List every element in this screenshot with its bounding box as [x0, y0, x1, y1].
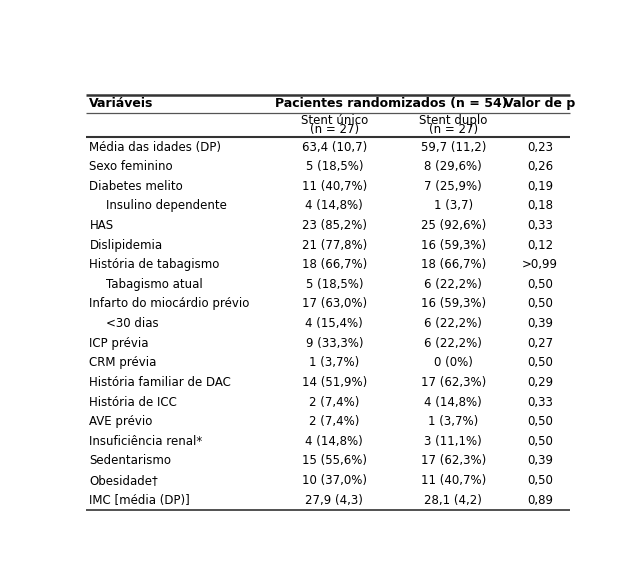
Text: 0,50: 0,50 — [527, 474, 553, 487]
Text: 8 (29,6%): 8 (29,6%) — [424, 160, 482, 173]
Text: 2 (7,4%): 2 (7,4%) — [309, 415, 360, 428]
Text: 0,50: 0,50 — [527, 278, 553, 291]
Text: HAS: HAS — [90, 219, 113, 232]
Text: 16 (59,3%): 16 (59,3%) — [420, 239, 486, 252]
Text: História de ICC: História de ICC — [90, 395, 178, 409]
Text: 10 (37,0%): 10 (37,0%) — [302, 474, 367, 487]
Text: ICP prévia: ICP prévia — [90, 337, 149, 350]
Text: 7 (25,9%): 7 (25,9%) — [424, 179, 482, 193]
Text: 0,50: 0,50 — [527, 435, 553, 448]
Text: 0,23: 0,23 — [527, 141, 553, 153]
Text: 1 (3,7%): 1 (3,7%) — [428, 415, 478, 428]
Text: Variáveis: Variáveis — [90, 97, 154, 110]
Text: História familiar de DAC: História familiar de DAC — [90, 376, 231, 389]
Text: 25 (92,6%): 25 (92,6%) — [420, 219, 486, 232]
Text: >0,99: >0,99 — [522, 258, 558, 271]
Text: 0,39: 0,39 — [527, 317, 553, 330]
Text: 5 (18,5%): 5 (18,5%) — [306, 160, 363, 173]
Text: 21 (77,8%): 21 (77,8%) — [302, 239, 367, 252]
Text: 1 (3,7%): 1 (3,7%) — [309, 356, 360, 369]
Text: 0,26: 0,26 — [527, 160, 553, 173]
Text: IMC [média (DP)]: IMC [média (DP)] — [90, 494, 190, 507]
Text: Infarto do miocárdio prévio: Infarto do miocárdio prévio — [90, 298, 250, 310]
Text: 4 (14,8%): 4 (14,8%) — [306, 199, 363, 212]
Text: 17 (62,3%): 17 (62,3%) — [420, 376, 486, 389]
Text: AVE prévio: AVE prévio — [90, 415, 153, 428]
Text: 11 (40,7%): 11 (40,7%) — [420, 474, 486, 487]
Text: 3 (11,1%): 3 (11,1%) — [424, 435, 482, 448]
Text: 2 (7,4%): 2 (7,4%) — [309, 395, 360, 409]
Text: 1 (3,7): 1 (3,7) — [434, 199, 473, 212]
Text: (n = 27): (n = 27) — [429, 123, 478, 136]
Text: 0,50: 0,50 — [527, 356, 553, 369]
Text: 0,27: 0,27 — [527, 337, 553, 350]
Text: 0,33: 0,33 — [527, 395, 553, 409]
Text: 0 (0%): 0 (0%) — [434, 356, 472, 369]
Text: Tabagismo atual: Tabagismo atual — [106, 278, 203, 291]
Text: 5 (18,5%): 5 (18,5%) — [306, 278, 363, 291]
Text: Insuficiência renal*: Insuficiência renal* — [90, 435, 203, 448]
Text: 63,4 (10,7): 63,4 (10,7) — [302, 141, 367, 153]
Text: 0,89: 0,89 — [527, 494, 553, 507]
Text: Diabetes melito: Diabetes melito — [90, 179, 183, 193]
Text: (n = 27): (n = 27) — [310, 123, 359, 136]
Text: 6 (22,2%): 6 (22,2%) — [424, 317, 482, 330]
Text: 59,7 (11,2): 59,7 (11,2) — [420, 141, 486, 153]
Text: 11 (40,7%): 11 (40,7%) — [302, 179, 367, 193]
Text: 0,50: 0,50 — [527, 415, 553, 428]
Text: 4 (14,8%): 4 (14,8%) — [424, 395, 482, 409]
Text: <30 dias: <30 dias — [106, 317, 159, 330]
Text: 6 (22,2%): 6 (22,2%) — [424, 337, 482, 350]
Text: 18 (66,7%): 18 (66,7%) — [420, 258, 486, 271]
Text: 6 (22,2%): 6 (22,2%) — [424, 278, 482, 291]
Text: Dislipidemia: Dislipidemia — [90, 239, 163, 252]
Text: 9 (33,3%): 9 (33,3%) — [306, 337, 363, 350]
Text: Valor de p: Valor de p — [504, 97, 576, 110]
Text: Sexo feminino: Sexo feminino — [90, 160, 173, 173]
Text: Stent duplo: Stent duplo — [419, 114, 487, 127]
Text: 4 (14,8%): 4 (14,8%) — [306, 435, 363, 448]
Text: 23 (85,2%): 23 (85,2%) — [302, 219, 367, 232]
Text: 15 (55,6%): 15 (55,6%) — [302, 455, 367, 467]
Text: Sedentarismo: Sedentarismo — [90, 455, 171, 467]
Text: 16 (59,3%): 16 (59,3%) — [420, 298, 486, 310]
Text: Stent único: Stent único — [301, 114, 368, 127]
Text: 18 (66,7%): 18 (66,7%) — [302, 258, 367, 271]
Text: 0,50: 0,50 — [527, 298, 553, 310]
Text: 27,9 (4,3): 27,9 (4,3) — [305, 494, 363, 507]
Text: 0,12: 0,12 — [527, 239, 553, 252]
Text: Pacientes randomizados (n = 54): Pacientes randomizados (n = 54) — [275, 97, 508, 110]
Text: Insulino dependente: Insulino dependente — [106, 199, 228, 212]
Text: 17 (63,0%): 17 (63,0%) — [302, 298, 367, 310]
Text: 0,39: 0,39 — [527, 455, 553, 467]
Text: 28,1 (4,2): 28,1 (4,2) — [424, 494, 482, 507]
Text: 0,29: 0,29 — [527, 376, 553, 389]
Text: CRM prévia: CRM prévia — [90, 356, 157, 369]
Text: Média das idades (DP): Média das idades (DP) — [90, 141, 221, 153]
Text: Obesidade†: Obesidade† — [90, 474, 158, 487]
Text: 14 (51,9%): 14 (51,9%) — [302, 376, 367, 389]
Text: 4 (15,4%): 4 (15,4%) — [306, 317, 363, 330]
Text: 0,19: 0,19 — [527, 179, 553, 193]
Text: 0,18: 0,18 — [527, 199, 553, 212]
Text: 17 (62,3%): 17 (62,3%) — [420, 455, 486, 467]
Text: História de tabagismo: História de tabagismo — [90, 258, 220, 271]
Text: 0,33: 0,33 — [527, 219, 553, 232]
